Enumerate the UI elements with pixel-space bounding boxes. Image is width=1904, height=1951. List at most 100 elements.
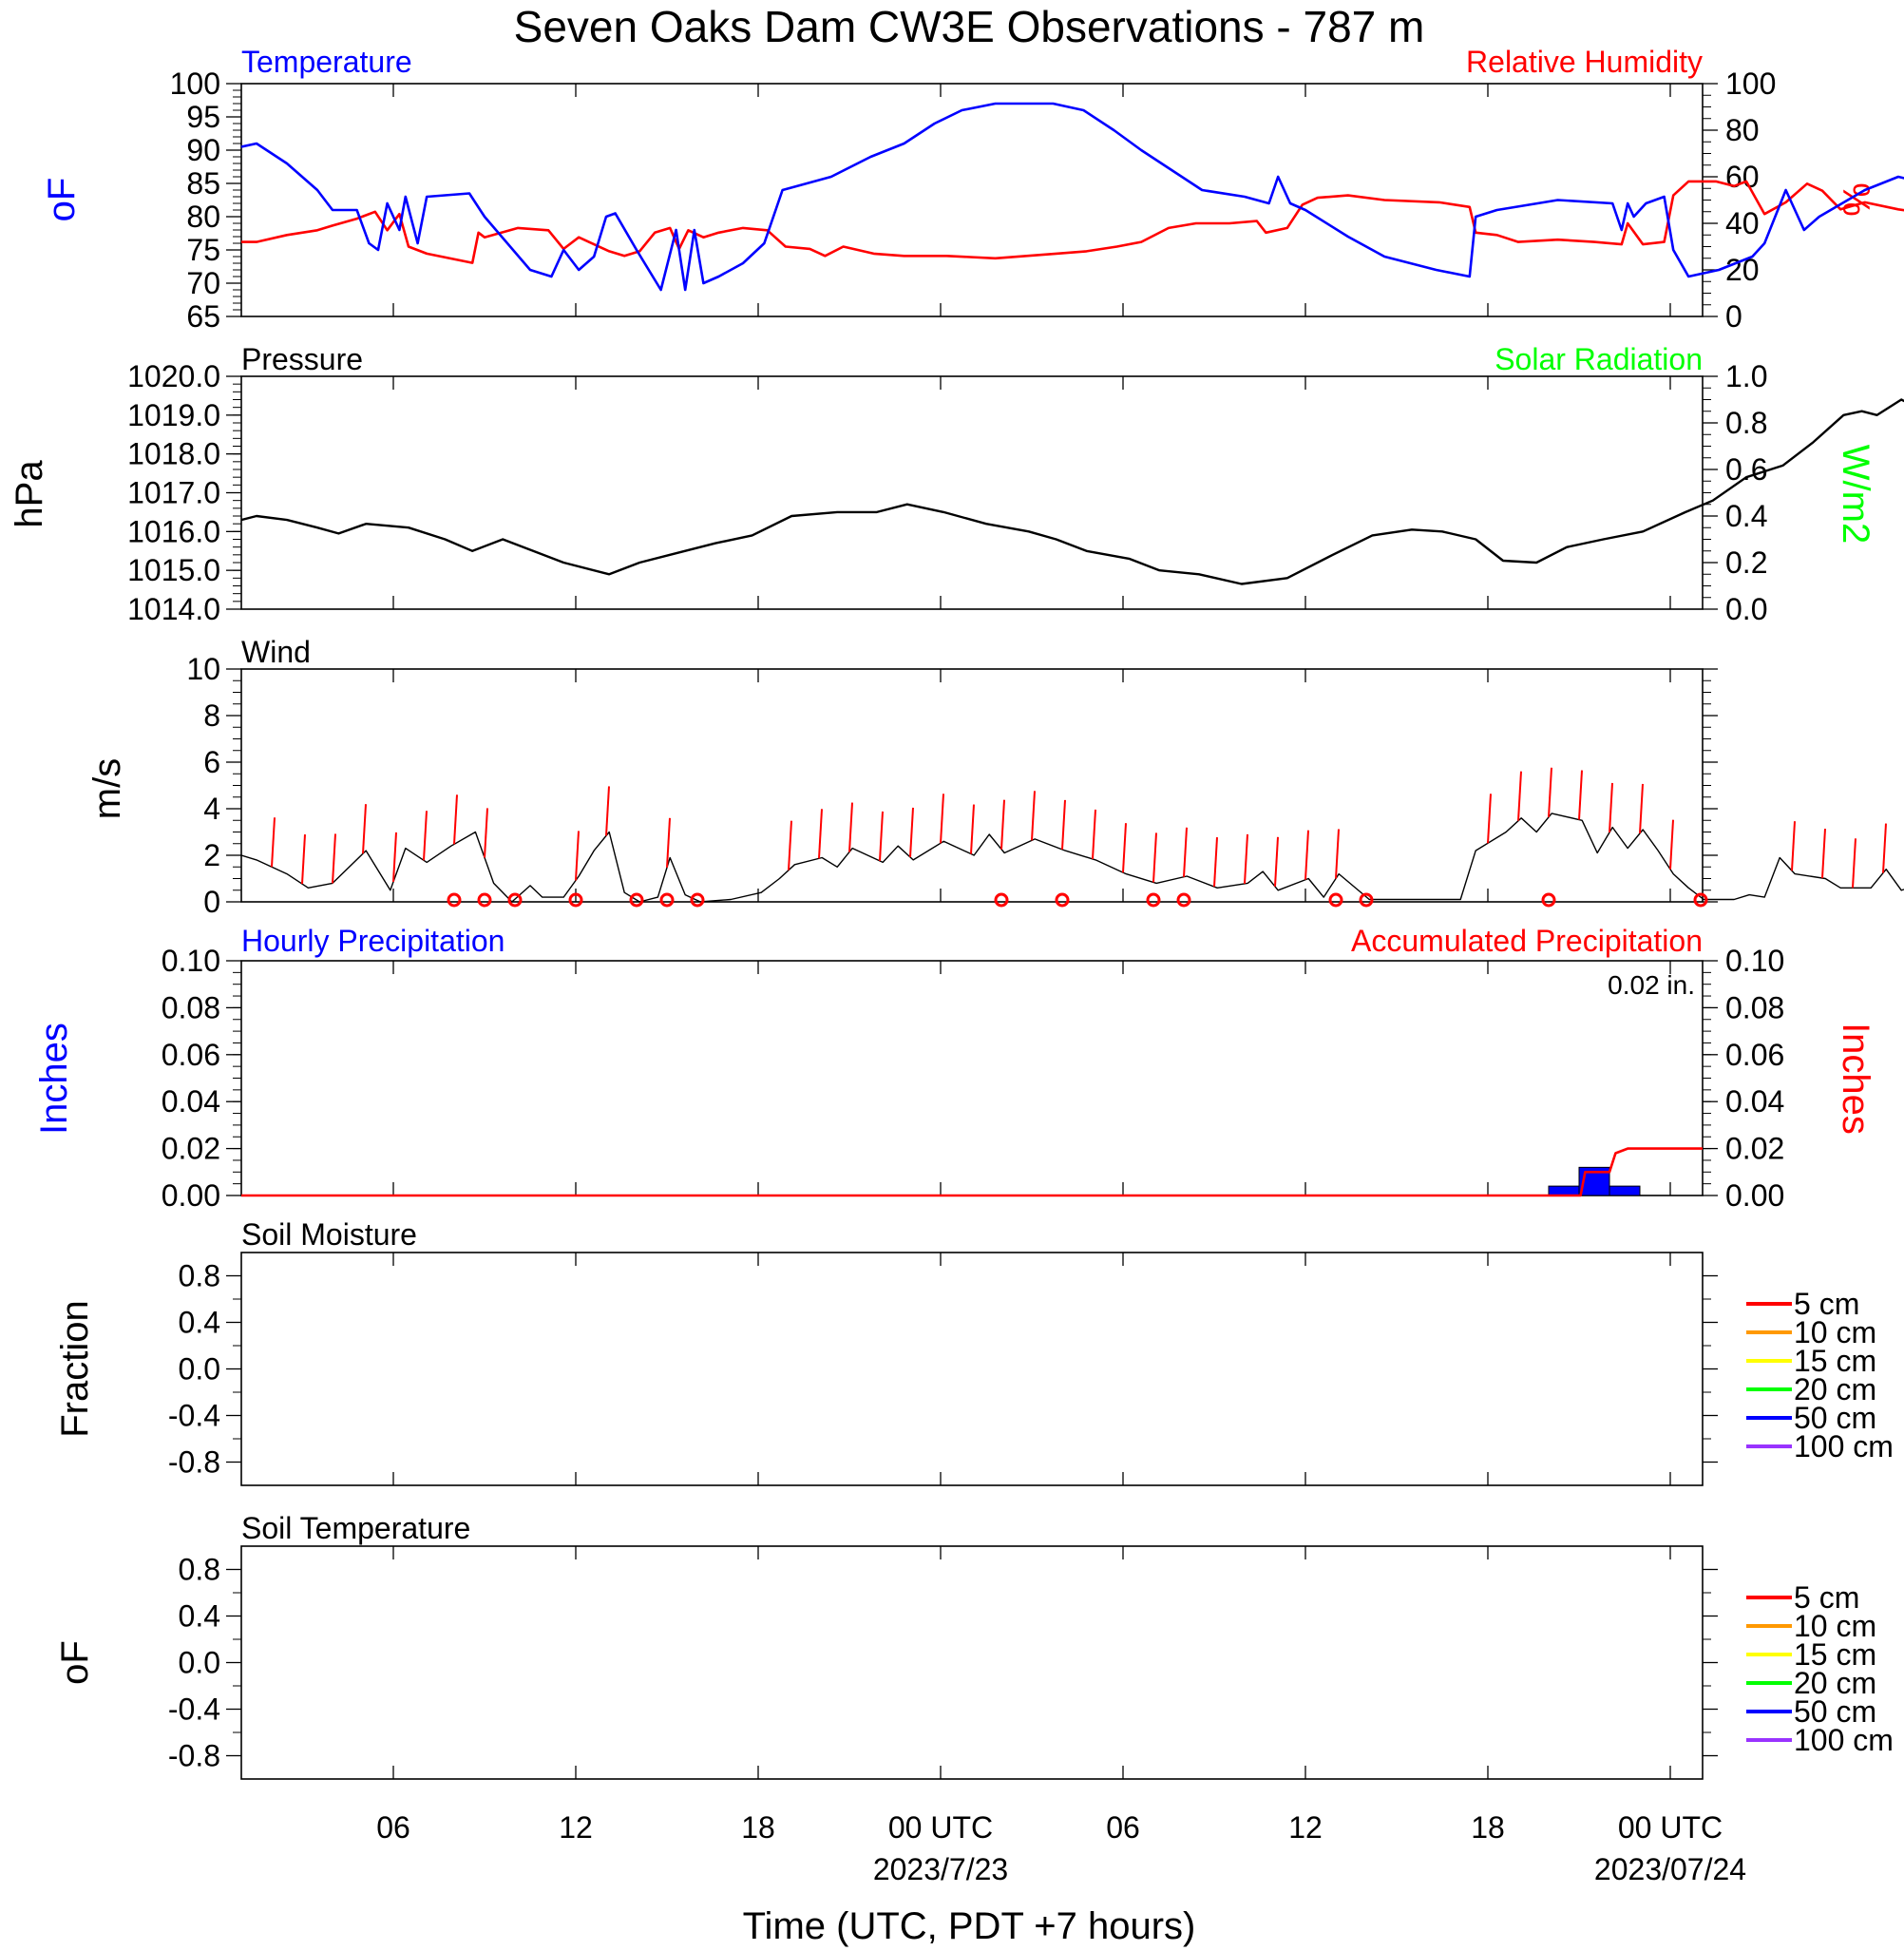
pressure-y2-tick-label: 1.0 xyxy=(1725,359,1767,393)
pressure-y-tick-label: 1019.0 xyxy=(127,398,220,432)
date-label: 2023/7/23 xyxy=(873,1852,1008,1886)
calm-wind-marker xyxy=(1328,892,1343,908)
wind-barb xyxy=(423,811,428,861)
pressure-y-tick-label: 1015.0 xyxy=(127,553,220,587)
wind-barb xyxy=(818,809,823,859)
temperature-title: Temperature xyxy=(241,45,412,79)
wind-barb xyxy=(1517,771,1522,821)
pressure-y2-tick-label: 0.8 xyxy=(1725,406,1767,440)
temperature-line xyxy=(240,102,1904,292)
soil-temperature-y-tick-label: -0.4 xyxy=(168,1693,220,1727)
wind-barb xyxy=(1304,830,1309,880)
temperature-y2-tick-label: 0 xyxy=(1725,299,1742,334)
calm-wind-marker xyxy=(659,892,675,908)
time-tick-label: 12 xyxy=(559,1810,593,1845)
calm-wind-marker xyxy=(568,892,583,908)
wind-barb xyxy=(1791,821,1796,871)
wind-barb xyxy=(1213,837,1218,888)
wind-barb xyxy=(1031,791,1036,841)
pressure-y2-tick-label: 0.4 xyxy=(1725,499,1767,533)
soil-moisture-legend-label: 50 cm xyxy=(1794,1401,1876,1435)
temperature-frame xyxy=(240,83,1704,317)
wind-barb xyxy=(970,804,975,854)
pressure-title: Pressure xyxy=(241,342,363,376)
calm-wind-marker xyxy=(1359,892,1374,908)
soil-moisture-legend-label: 10 cm xyxy=(1794,1315,1876,1349)
soil-moisture-unit: Fraction xyxy=(54,1300,96,1438)
soil-moisture-y-tick-label: -0.8 xyxy=(168,1445,220,1480)
precip-y-tick-label: 0.04 xyxy=(162,1084,220,1119)
wind-unit: m/s xyxy=(86,758,128,819)
time-tick-label: 18 xyxy=(741,1810,775,1845)
pressure-panel: 1020.0 1019.0 1018.0 1017.0 1016.0 1015.0 1014… xyxy=(9,342,1904,626)
calm-wind-marker xyxy=(507,892,523,908)
precip-frame xyxy=(240,960,1704,1196)
wind-barb xyxy=(1244,833,1248,884)
time-axis-label: Time (UTC, PDT +7 hours) xyxy=(743,1905,1196,1947)
wind-y-tick-label: 6 xyxy=(203,745,220,779)
wind-barb xyxy=(666,817,671,868)
wind-title: Wind xyxy=(241,635,311,669)
wind-barb xyxy=(1061,799,1066,850)
soil-temperature-legend-label: 10 cm xyxy=(1794,1609,1876,1643)
solar-radiation-title: Solar Radiation xyxy=(1495,342,1703,376)
temperature-y-tick-label: 90 xyxy=(186,133,220,167)
wind-barb xyxy=(1852,838,1856,889)
wind-y-tick-label: 10 xyxy=(186,652,220,686)
wind-barb xyxy=(1152,832,1157,883)
precip-y2-tick-label: 0.10 xyxy=(1725,944,1784,978)
soil-temperature-title: Soil Temperature xyxy=(241,1511,470,1545)
temperature-y2-tick-label: 40 xyxy=(1725,206,1760,240)
wind-barb xyxy=(879,811,884,861)
wind-barb xyxy=(301,834,306,885)
time-axis: 06 12 18 00 UTC 06 12 18 00 UTC 2023/7/23 2023/07… xyxy=(376,1810,1746,1886)
soil-moisture-y-tick-label: -0.4 xyxy=(168,1399,220,1433)
soil-temperature-legend-label: 50 cm xyxy=(1794,1694,1876,1729)
soil-temperature-unit: oF xyxy=(54,1640,96,1685)
calm-wind-marker xyxy=(1146,892,1161,908)
wind-barb xyxy=(362,804,367,854)
calm-wind-marker xyxy=(1055,892,1070,908)
time-tick-label: 00 UTC xyxy=(888,1810,993,1845)
wind-barb xyxy=(1669,819,1674,870)
wind-barb xyxy=(1122,823,1127,873)
soil-temperature-y-tick-label: -0.8 xyxy=(168,1739,220,1773)
soil-temperature-legend-label: 20 cm xyxy=(1794,1666,1876,1700)
soil-moisture-legend-label: 100 cm xyxy=(1794,1429,1894,1463)
wind-barb xyxy=(1548,767,1552,817)
pressure-unit: hPa xyxy=(9,460,50,528)
accum-precip-unit: Inches xyxy=(1835,1023,1876,1135)
wind-y-tick-label: 4 xyxy=(203,792,220,826)
calm-wind-marker xyxy=(1176,892,1191,908)
temperature-y2-tick-label: 20 xyxy=(1725,253,1760,287)
wind-barb xyxy=(940,794,944,844)
temperature-unit: oF xyxy=(41,178,83,222)
wind-y-tick-label: 0 xyxy=(203,885,220,919)
wind-barb xyxy=(1639,783,1644,834)
precip-y-tick-label: 0.08 xyxy=(162,990,220,1024)
wind-barb xyxy=(1487,794,1492,844)
soil-temperature-frame xyxy=(240,1545,1704,1780)
wind-barb xyxy=(1000,799,1005,850)
temperature-panel: 10095908580757065100806040200Temperature… xyxy=(41,45,1904,334)
soil-temperature-y-tick-label: 0.0 xyxy=(179,1646,220,1680)
soil-moisture-legend-label: 15 cm xyxy=(1794,1344,1876,1378)
pressure-y2-tick-label: 0.0 xyxy=(1725,592,1767,626)
soil-temperature-legend-label: 15 cm xyxy=(1794,1637,1876,1672)
pressure-y-tick-label: 1017.0 xyxy=(127,476,220,510)
soil-temperature-y-tick-label: 0.8 xyxy=(179,1553,220,1587)
temperature-y2-tick-label: 60 xyxy=(1725,160,1760,194)
accum-precip-total: 0.02 in. xyxy=(1608,970,1695,1000)
figure-title: Seven Oaks Dam CW3E Observations - 787 m xyxy=(514,2,1425,51)
soil-temperature-y-tick-label: 0.4 xyxy=(179,1599,220,1634)
calm-wind-marker xyxy=(1693,892,1708,908)
pressure-y-tick-label: 1014.0 xyxy=(127,592,220,626)
calm-wind-marker xyxy=(447,892,462,908)
pressure-y2-tick-label: 0.6 xyxy=(1725,452,1767,487)
hourly-precip-bar xyxy=(1548,1185,1580,1196)
wind-barb xyxy=(848,802,853,852)
precip-y2-tick-label: 0.02 xyxy=(1725,1132,1784,1166)
pressure-y-tick-label: 1020.0 xyxy=(127,359,220,393)
wind-barb xyxy=(484,808,488,858)
soil-moisture-y-tick-label: 0.4 xyxy=(179,1306,220,1340)
